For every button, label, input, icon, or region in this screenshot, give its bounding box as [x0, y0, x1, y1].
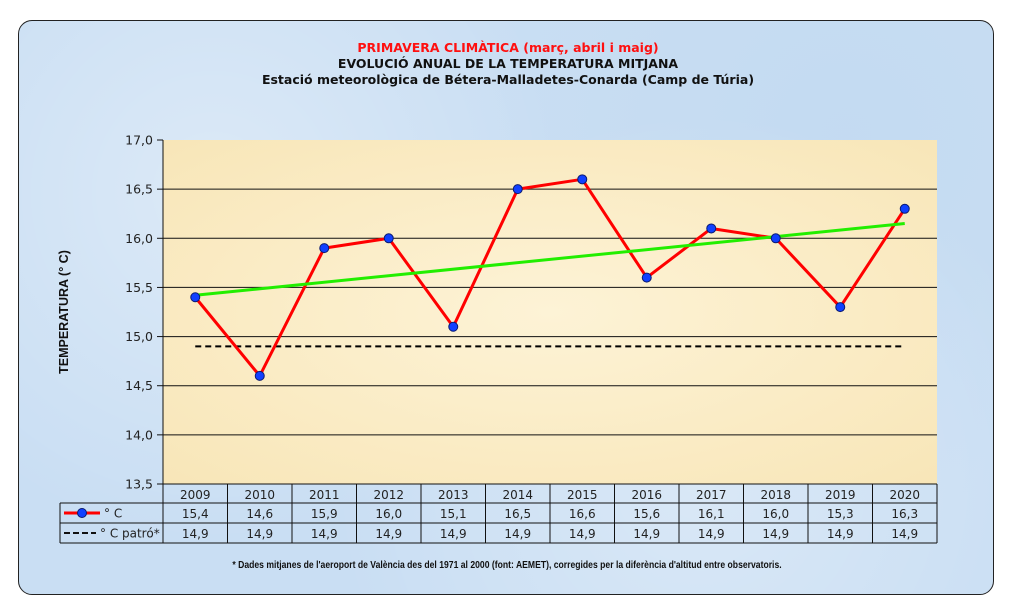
table-cell-baseline: 14,9	[440, 527, 467, 541]
x-category-label: 2019	[825, 488, 856, 502]
table-cell-baseline: 14,9	[375, 527, 402, 541]
table-cell-baseline: 14,9	[246, 527, 273, 541]
x-category-label: 2012	[373, 488, 404, 502]
data-point	[641, 272, 652, 283]
y-tick-label: 15,0	[125, 329, 153, 344]
y-tick-label: 13,5	[125, 477, 153, 492]
data-point	[383, 233, 394, 244]
table-cell-baseline: 14,9	[762, 527, 789, 541]
data-point	[706, 223, 717, 234]
legend-label-baseline: ° C patró*	[100, 527, 160, 541]
y-axis-label: TEMPERATURA (° C)	[57, 250, 71, 374]
x-category-label: 2017	[696, 488, 727, 502]
plot-area	[163, 140, 937, 484]
table-cell-baseline: 14,9	[633, 527, 660, 541]
y-tick-label: 15,5	[125, 280, 153, 295]
y-tick-label: 16,5	[125, 182, 153, 197]
table-cell-temperature: 15,9	[311, 507, 338, 521]
table-cell-temperature: 15,3	[827, 507, 854, 521]
table-cell-temperature: 16,5	[504, 507, 531, 521]
series-group	[190, 174, 910, 381]
y-tick-label: 14,0	[125, 427, 153, 442]
x-category-label: 2011	[309, 488, 340, 502]
data-point	[770, 233, 781, 244]
table-cell-baseline: 14,9	[569, 527, 596, 541]
table-cell-temperature: 15,4	[182, 507, 209, 521]
chart-title: PRIMAVERA CLIMÀTICA (març, abril i maig)	[357, 40, 659, 55]
table-cell-baseline: 14,9	[698, 527, 725, 541]
table-cell-baseline: 14,9	[182, 527, 209, 541]
data-point	[319, 243, 330, 254]
trendline	[195, 222, 905, 297]
legend-label-temperature: ° C	[104, 507, 122, 521]
data-point	[835, 302, 846, 313]
x-category-label: 2018	[760, 488, 791, 502]
table-cell-baseline: 14,9	[311, 527, 338, 541]
x-category-label: 2015	[567, 488, 598, 502]
x-category-label: 2010	[244, 488, 275, 502]
y-tick-label: 14,5	[125, 378, 153, 393]
table-cell-baseline: 14,9	[827, 527, 854, 541]
x-category-label: 2009	[180, 488, 211, 502]
x-category-label: 2020	[889, 488, 920, 502]
footnote: * Dades mitjanes de l'aeroport de Valènc…	[232, 559, 782, 571]
data-point	[577, 174, 588, 185]
x-category-label: 2013	[438, 488, 469, 502]
x-category-label: 2014	[502, 488, 533, 502]
table-cell-temperature: 16,0	[375, 507, 402, 521]
table-cell-temperature: 14,6	[246, 507, 273, 521]
chart-subtitle-station: Estació meteorològica de Bétera-Malladet…	[261, 72, 755, 87]
table-cell-temperature: 15,6	[633, 507, 660, 521]
temperature-line	[194, 177, 907, 378]
data-point	[899, 203, 910, 214]
chart-subtitle: EVOLUCIÓ ANUAL DE LA TEMPERATURA MITJANA	[337, 56, 679, 71]
x-category-label: 2016	[631, 488, 662, 502]
table-cell-temperature: 16,0	[762, 507, 789, 521]
legend-marker-temperature	[77, 508, 87, 518]
y-axis: 13,5 14,0 14,5 15,0 15,5 16,0 16,5 17,0	[125, 133, 164, 492]
table-cell-temperature: 16,6	[569, 507, 596, 521]
data-table: 2009 15,4 14,9 2010 14,6 14,9 2011 15,9 14,9 2012…	[59, 483, 938, 544]
y-tick-label: 17,0	[125, 133, 153, 148]
data-point	[448, 321, 459, 332]
data-point	[190, 292, 201, 303]
table-cell-temperature: 15,1	[440, 507, 467, 521]
y-tick-label: 16,0	[125, 231, 153, 246]
data-point	[254, 370, 265, 381]
table-cell-temperature: 16,1	[698, 507, 725, 521]
gridlines	[163, 188, 937, 436]
data-point	[512, 184, 523, 195]
table-cell-baseline: 14,9	[891, 527, 918, 541]
table-cell-temperature: 16,3	[891, 507, 918, 521]
table-cell-baseline: 14,9	[504, 527, 531, 541]
